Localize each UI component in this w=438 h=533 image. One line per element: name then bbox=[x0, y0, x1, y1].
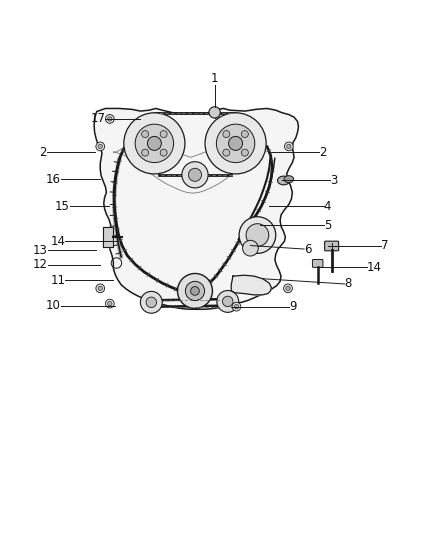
Circle shape bbox=[185, 281, 205, 301]
Text: 16: 16 bbox=[46, 173, 61, 185]
Text: 2: 2 bbox=[39, 146, 46, 159]
Circle shape bbox=[234, 304, 239, 309]
Circle shape bbox=[160, 131, 167, 138]
Text: 11: 11 bbox=[50, 274, 65, 287]
Circle shape bbox=[223, 296, 233, 306]
Circle shape bbox=[96, 142, 105, 151]
Circle shape bbox=[217, 290, 239, 312]
Text: 2: 2 bbox=[319, 146, 327, 159]
Text: 12: 12 bbox=[33, 259, 48, 271]
Circle shape bbox=[148, 136, 161, 150]
Circle shape bbox=[96, 284, 105, 293]
Text: 8: 8 bbox=[345, 278, 352, 290]
Polygon shape bbox=[94, 108, 298, 309]
Circle shape bbox=[106, 115, 114, 123]
Circle shape bbox=[243, 240, 258, 256]
Text: 4: 4 bbox=[324, 200, 331, 213]
Circle shape bbox=[108, 117, 112, 121]
Polygon shape bbox=[231, 275, 272, 295]
Circle shape bbox=[209, 107, 220, 118]
Circle shape bbox=[216, 124, 255, 163]
Text: 14: 14 bbox=[367, 261, 381, 274]
Ellipse shape bbox=[284, 176, 293, 183]
Circle shape bbox=[141, 131, 148, 138]
Circle shape bbox=[106, 299, 114, 308]
Circle shape bbox=[98, 286, 102, 290]
Text: 7: 7 bbox=[381, 239, 388, 252]
Circle shape bbox=[287, 144, 291, 149]
Circle shape bbox=[285, 142, 293, 151]
Circle shape bbox=[135, 124, 173, 163]
Circle shape bbox=[98, 144, 102, 149]
Circle shape bbox=[188, 168, 201, 181]
FancyBboxPatch shape bbox=[312, 260, 323, 268]
FancyBboxPatch shape bbox=[325, 241, 339, 251]
Circle shape bbox=[223, 131, 230, 138]
Polygon shape bbox=[103, 227, 113, 247]
Circle shape bbox=[241, 149, 248, 156]
Circle shape bbox=[141, 149, 148, 156]
Circle shape bbox=[124, 113, 185, 174]
Circle shape bbox=[239, 217, 276, 253]
Ellipse shape bbox=[278, 176, 290, 185]
Circle shape bbox=[191, 287, 199, 295]
Circle shape bbox=[286, 286, 290, 290]
Circle shape bbox=[205, 113, 266, 174]
Circle shape bbox=[146, 297, 156, 308]
Text: 1: 1 bbox=[211, 72, 219, 85]
Circle shape bbox=[182, 161, 208, 188]
Text: 14: 14 bbox=[50, 235, 65, 248]
Circle shape bbox=[284, 284, 292, 293]
Circle shape bbox=[141, 292, 162, 313]
Text: 15: 15 bbox=[55, 200, 70, 213]
Circle shape bbox=[160, 149, 167, 156]
Circle shape bbox=[177, 273, 212, 309]
Text: 3: 3 bbox=[330, 174, 338, 187]
Circle shape bbox=[108, 302, 112, 306]
Text: 5: 5 bbox=[324, 219, 331, 231]
Text: 9: 9 bbox=[289, 300, 297, 313]
Text: 13: 13 bbox=[33, 244, 48, 257]
Circle shape bbox=[241, 131, 248, 138]
Circle shape bbox=[232, 302, 241, 311]
Text: 10: 10 bbox=[46, 300, 61, 312]
Circle shape bbox=[229, 136, 243, 150]
Circle shape bbox=[246, 224, 269, 246]
Text: 17: 17 bbox=[91, 112, 106, 125]
Circle shape bbox=[223, 149, 230, 156]
Text: 6: 6 bbox=[304, 243, 312, 255]
